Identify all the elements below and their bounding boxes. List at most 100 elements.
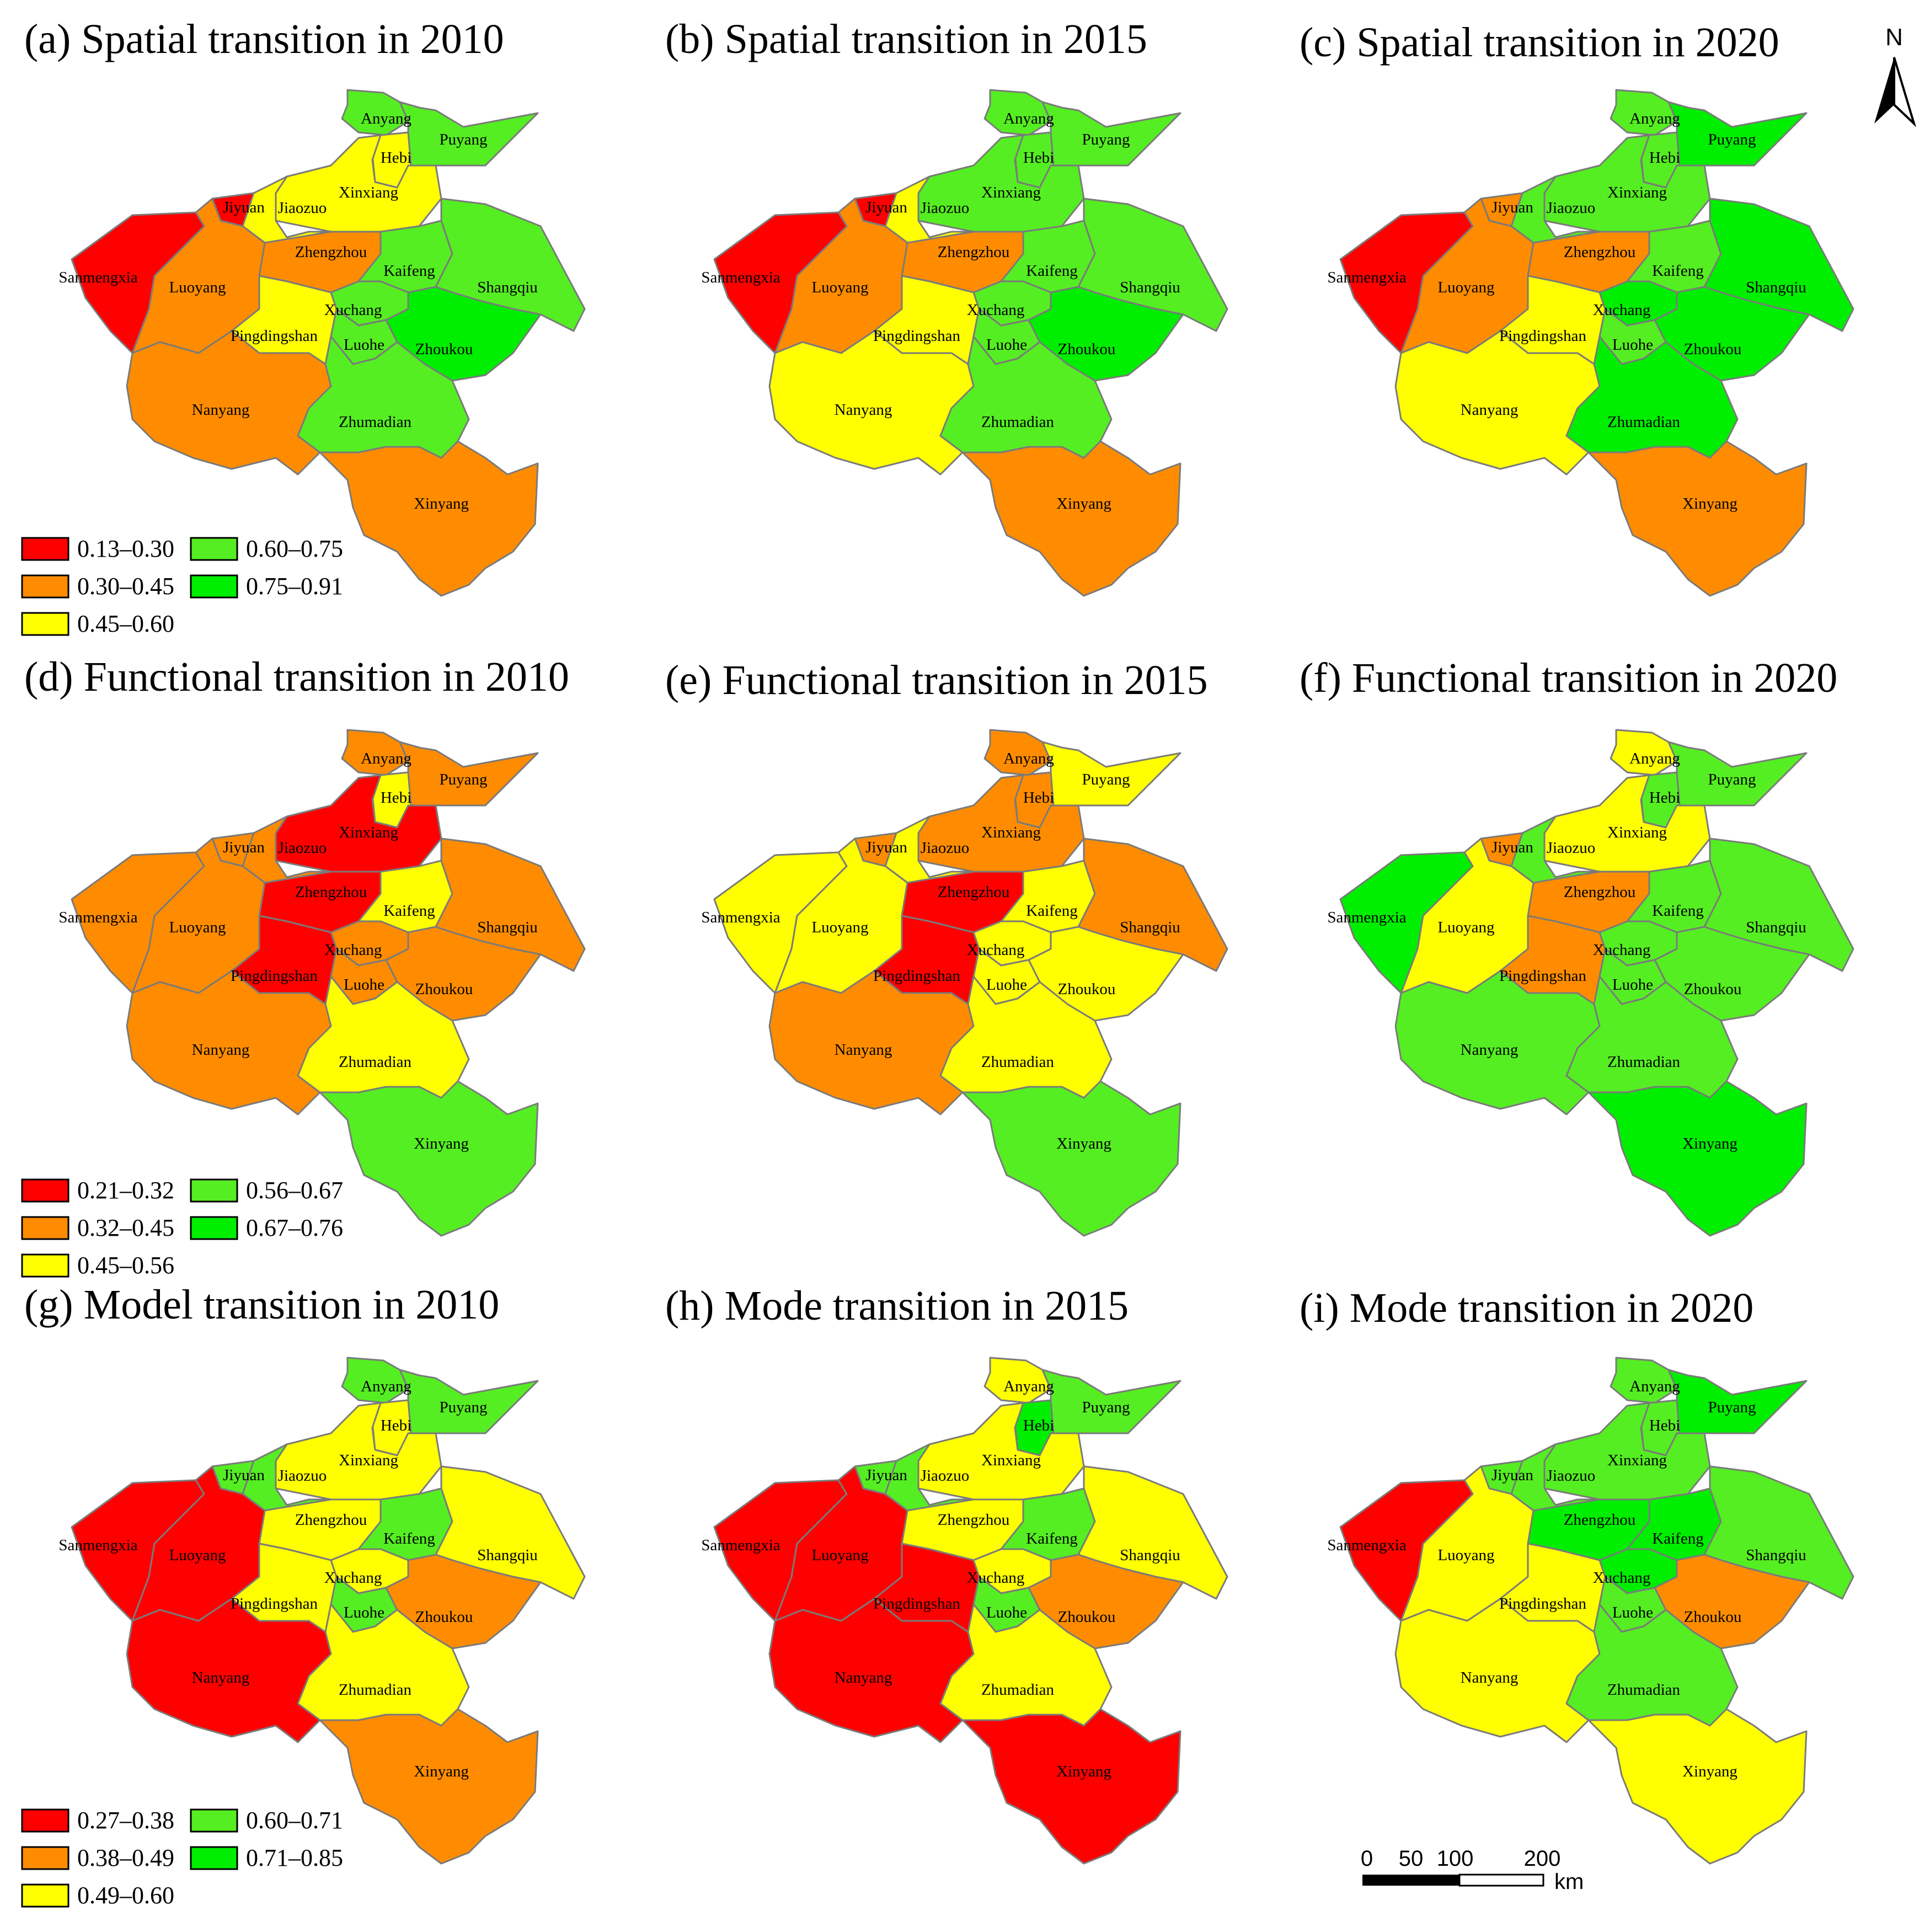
map-panel-c: Anyang Puyang Hebi Xinxiang Jiyuan Jiaozuo Zhe… <box>1327 89 1854 597</box>
city-label-hebi: Hebi <box>1649 789 1680 807</box>
region-zhoukou <box>1028 926 1184 1022</box>
city-label-xinxiang: Xinxiang <box>981 1451 1041 1469</box>
city-label-nanyang: Nanyang <box>192 1041 250 1059</box>
region-xinxiang <box>1543 1402 1711 1501</box>
legend-label-1: 0.13–0.30 <box>77 535 174 562</box>
city-label-zhoukou: Zhoukou <box>1684 1608 1742 1626</box>
city-label-jiyuan: Jiyuan <box>865 199 907 216</box>
region-puyang <box>399 1369 539 1434</box>
city-label-xinxiang: Xinxiang <box>339 184 398 201</box>
region-xinyang <box>961 1708 1181 1865</box>
legend-swatch-5 <box>190 1846 238 1870</box>
legend-label-5: 0.75–0.91 <box>246 573 343 600</box>
city-label-kaifeng: Kaifeng <box>1026 1530 1077 1547</box>
city-label-kaifeng: Kaifeng <box>383 262 435 280</box>
region-xinyang <box>1587 440 1808 597</box>
map-panel-d: Anyang Puyang Hebi Xinxiang Jiyuan Jiaozuo Zhe… <box>58 729 586 1237</box>
region-puyang <box>399 101 539 167</box>
region-zhoukou <box>1654 286 1810 382</box>
city-label-puyang: Puyang <box>1708 131 1756 148</box>
region-puyang <box>1041 1369 1181 1434</box>
city-label-shangqiu: Shangqiu <box>1746 1546 1806 1564</box>
city-label-jiaozuo: Jiaozuo <box>278 1467 327 1485</box>
region-xinyang <box>319 440 539 597</box>
city-label-xuchang: Xuchang <box>967 941 1025 959</box>
city-label-sanmengxia: Sanmengxia <box>58 909 137 926</box>
city-label-nanyang: Nanyang <box>192 1669 250 1687</box>
region-zhoukou <box>1028 286 1184 382</box>
city-label-luohe: Luohe <box>344 976 384 994</box>
city-label-puyang: Puyang <box>1082 1399 1130 1416</box>
city-label-pingdingshan: Pingdingshan <box>1499 327 1586 345</box>
city-label-anyang: Anyang <box>1629 1378 1680 1395</box>
city-label-xinxiang: Xinxiang <box>1607 824 1667 841</box>
legend-swatch-3 <box>21 612 69 636</box>
city-label-nanyang: Nanyang <box>1461 401 1519 419</box>
city-label-zhumadian: Zhumadian <box>981 1681 1055 1699</box>
city-label-anyang: Anyang <box>361 110 411 127</box>
city-label-luoyang: Luoyang <box>1437 1546 1494 1564</box>
city-label-zhoukou: Zhoukou <box>1684 340 1742 358</box>
region-puyang <box>1667 741 1808 807</box>
map-panels: Anyang Puyang Hebi Xinxiang Jiyuan Jiaozuo Zhe… <box>24 16 1854 1865</box>
city-label-puyang: Puyang <box>440 771 488 788</box>
region-xinxiang <box>275 774 442 873</box>
city-label-zhengzhou: Zhengzhou <box>295 243 367 261</box>
city-label-xinyang: Xinyang <box>414 1135 469 1152</box>
city-label-pingdingshan: Pingdingshan <box>231 327 318 345</box>
north-arrow-icon-half <box>1893 57 1917 127</box>
city-label-jiyuan: Jiyuan <box>865 839 907 856</box>
legends: 0.13–0.30 0.30–0.45 0.45–0.60 0.60–0.75 0.75… <box>21 535 343 1909</box>
legend-swatch-4 <box>190 1808 238 1833</box>
map-panel-b: Anyang Puyang Hebi Xinxiang Jiyuan Jiaozuo Zhe… <box>701 89 1228 597</box>
city-label-luohe: Luohe <box>986 1604 1027 1621</box>
city-label-jiaozuo: Jiaozuo <box>1547 839 1596 857</box>
legend-swatch-4 <box>190 1178 238 1203</box>
city-label-zhoukou: Zhoukou <box>1058 980 1116 998</box>
legend-2: 0.21–0.32 0.32–0.45 0.45–0.56 0.56–0.67 0.67… <box>21 1177 343 1279</box>
region-xinxiang <box>275 1402 442 1501</box>
city-label-zhengzhou: Zhengzhou <box>1564 1511 1635 1529</box>
legend-swatch-1 <box>21 1178 69 1203</box>
panel-title-i: (i) Mode transition in 2020 <box>1300 1285 1753 1331</box>
region-xinxiang <box>1543 134 1711 233</box>
scale-bar: 0 50 100 200 km <box>1361 1846 1584 1894</box>
city-label-jiaozuo: Jiaozuo <box>921 199 970 217</box>
region-xinxiang <box>917 134 1085 233</box>
legend-label-1: 0.21–0.32 <box>77 1177 174 1204</box>
city-label-luohe: Luohe <box>344 1604 384 1621</box>
city-label-zhumadian: Zhumadian <box>981 413 1055 431</box>
scale-unit: km <box>1554 1870 1584 1894</box>
legend-swatch-2 <box>21 574 69 599</box>
city-label-hebi: Hebi <box>1023 1417 1054 1434</box>
city-label-anyang: Anyang <box>1003 110 1054 127</box>
legend-label-3: 0.45–0.56 <box>77 1252 174 1279</box>
legend-label-2: 0.32–0.45 <box>77 1214 174 1241</box>
city-label-sanmengxia: Sanmengxia <box>58 269 137 286</box>
city-label-jiyuan: Jiyuan <box>1491 839 1533 856</box>
legend-swatch-2 <box>21 1216 69 1240</box>
map-panel-f: Anyang Puyang Hebi Xinxiang Jiyuan Jiaozuo Zhe… <box>1327 729 1854 1237</box>
region-xinxiang <box>1543 774 1711 873</box>
legend-1: 0.13–0.30 0.30–0.45 0.45–0.60 0.60–0.75 0.75… <box>21 535 343 637</box>
city-label-zhumadian: Zhumadian <box>339 413 412 431</box>
region-xinxiang <box>917 774 1085 873</box>
city-label-zhengzhou: Zhengzhou <box>938 243 1009 261</box>
legend-swatch-5 <box>190 1216 238 1240</box>
region-zhoukou <box>1028 1554 1184 1650</box>
city-label-pingdingshan: Pingdingshan <box>231 967 318 985</box>
city-label-zhengzhou: Zhengzhou <box>295 1511 367 1529</box>
city-label-shangqiu: Shangqiu <box>477 279 538 296</box>
city-label-xinxiang: Xinxiang <box>1607 1451 1667 1469</box>
city-label-xuchang: Xuchang <box>324 301 382 319</box>
city-label-puyang: Puyang <box>440 131 488 148</box>
legend-label-4: 0.56–0.67 <box>246 1177 343 1204</box>
city-label-xuchang: Xuchang <box>967 1569 1025 1587</box>
city-label-zhumadian: Zhumadian <box>339 1053 412 1071</box>
region-xinyang <box>961 1080 1181 1237</box>
city-label-puyang: Puyang <box>1708 771 1756 788</box>
legend-label-4: 0.60–0.71 <box>246 1807 343 1834</box>
city-label-xinyang: Xinyang <box>1682 495 1737 513</box>
city-label-zhengzhou: Zhengzhou <box>938 1511 1009 1529</box>
